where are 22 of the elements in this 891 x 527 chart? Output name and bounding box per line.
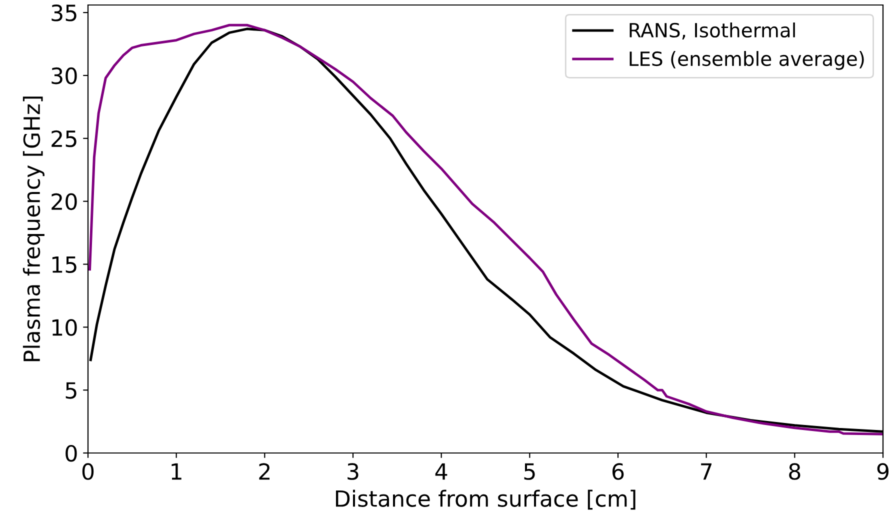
x-tick-label: 8 [789,463,800,480]
x-tick-label: 3 [348,463,358,480]
y-tick-label: 35 [52,4,76,22]
y-tick-label: 25 [52,130,76,148]
y-tick-label: 5 [66,382,76,399]
legend-label: RANS, Isothermal [630,22,795,40]
x-tick-label: 2 [259,463,270,480]
x-tick-label: 0 [82,463,94,480]
x-tick-label: 5 [524,463,535,480]
legend-label: LES (ensemble average) [630,51,864,70]
y-tick-label: 15 [52,256,76,273]
y-tick-label: 10 [52,319,77,336]
x-axis-title: Distance from surface [cm] [336,490,636,510]
y-tick-label: 20 [52,193,77,210]
y-tick-label: 30 [52,67,77,84]
x-tick-label: 6 [612,463,624,480]
x-tick-label: 4 [435,463,448,480]
x-tick-label: 1 [172,463,182,480]
y-tick-label: 0 [66,444,77,462]
x-tick-label: 9 [877,463,889,480]
y-axis-title: Plasma frequency [GHz] [22,96,44,362]
x-tick-label: 7 [701,463,712,480]
